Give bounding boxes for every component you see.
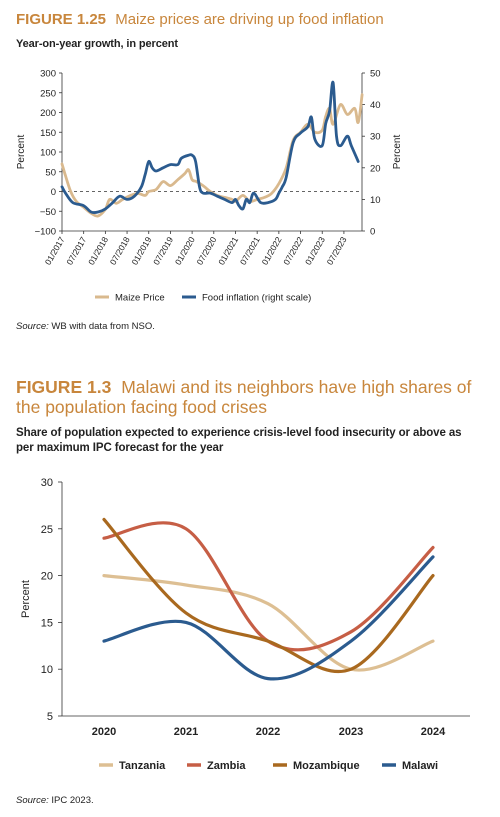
figure-2-number: FIGURE 1.3 — [16, 377, 112, 397]
zambia-line — [102, 521, 435, 652]
left-tick-label: −100 — [35, 227, 56, 238]
legend-label-food-inflation: Food inflation (right scale) — [202, 293, 311, 304]
food-inflation-line — [60, 80, 360, 215]
legend-label-mozambique: Mozambique — [293, 760, 360, 772]
right-tick-label: 20 — [370, 163, 381, 174]
malawi-line — [102, 555, 435, 681]
figure-1-title-text: Maize prices are driving up food inflati… — [115, 11, 384, 28]
figure-2-title-text: Malawi and its neighbors have high share… — [16, 377, 472, 417]
maize-price-line — [60, 93, 364, 218]
left-tick-label: −50 — [40, 207, 56, 218]
left-tick-label: 0 — [51, 187, 56, 198]
tanzania-line — [102, 574, 435, 672]
figure-1-source-label: Source: — [16, 321, 49, 332]
right-tick-label: 50 — [370, 69, 381, 80]
legend-label-maize-price: Maize Price — [115, 293, 165, 304]
x-tick-label: 2022 — [256, 726, 280, 738]
y-tick-label: 10 — [41, 664, 53, 676]
figure-2-source-text: IPC 2023. — [48, 795, 94, 806]
x-tick-label: 07/2023 — [325, 235, 349, 267]
legend-label-tanzania: Tanzania — [119, 760, 166, 772]
left-tick-label: 250 — [40, 88, 56, 99]
right-tick-label: 40 — [370, 100, 381, 111]
left-tick-label: 300 — [40, 69, 56, 80]
figure-1-source-text: WB with data from NSO. — [48, 321, 155, 332]
y-tick-label: 5 — [47, 711, 53, 723]
figure-1-chart: 300250200150100500−50−10050403020100Perc… — [16, 69, 403, 304]
left-tick-label: 50 — [45, 167, 56, 178]
x-tick-label: 2024 — [421, 726, 446, 738]
figure-2-subtitle: Share of population expected to experien… — [16, 427, 462, 454]
figure-1-number: FIGURE 1.25 — [16, 11, 107, 28]
right-tick-label: 30 — [370, 132, 381, 143]
figure-2-title: FIGURE 1.3 Malawi and its neighbors have… — [16, 377, 486, 417]
figure-1-source: Source: WB with data from NSO. — [16, 321, 155, 332]
figure-1-title: FIGURE 1.25 Maize prices are driving up … — [16, 10, 384, 29]
left-axis-label: Percent — [16, 135, 27, 170]
legend-label-malawi: Malawi — [402, 760, 438, 772]
right-tick-label: 0 — [370, 227, 375, 238]
legend-label-zambia: Zambia — [207, 760, 246, 772]
right-axis-label: Percent — [392, 135, 403, 170]
left-tick-label: 150 — [40, 128, 56, 139]
figure-2-source-label: Source: — [16, 795, 49, 806]
y-tick-label: 15 — [41, 617, 53, 629]
figure-2-source: Source: IPC 2023. — [16, 795, 94, 806]
mozambique-line — [102, 517, 435, 673]
figure-1-subtitle: Year-on-year growth, in percent — [16, 38, 178, 50]
x-tick-label: 2020 — [92, 726, 116, 738]
left-tick-label: 200 — [40, 108, 56, 119]
figure-2-chart: 30 25 20 15 10 5 Percent 2020 2021 2022 2023 2024 Ta… — [20, 477, 470, 772]
x-tick-label: 2023 — [339, 726, 363, 738]
x-tick-label: 2021 — [174, 726, 198, 738]
y-tick-label: 30 — [41, 477, 53, 489]
y-tick-label: 20 — [41, 571, 53, 583]
y-axis-label: Percent — [20, 580, 32, 618]
y-tick-label: 25 — [41, 524, 53, 536]
left-tick-label: 100 — [40, 148, 56, 159]
right-tick-label: 10 — [370, 195, 381, 206]
